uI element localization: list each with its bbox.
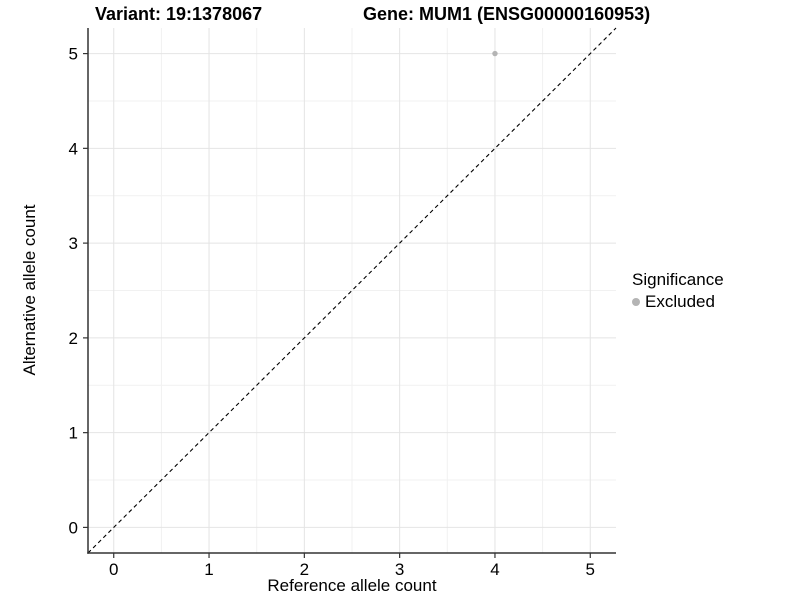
y-tick-label: 1 <box>69 424 78 443</box>
x-tick-label: 5 <box>586 560 595 579</box>
y-tick-label: 3 <box>69 234 78 253</box>
x-axis-title: Reference allele count <box>267 576 437 595</box>
legend-item-excluded: Excluded <box>632 292 724 312</box>
legend-item-label: Excluded <box>645 292 715 311</box>
y-tick-label: 0 <box>69 518 78 537</box>
legend-title: Significance <box>632 270 724 289</box>
y-tick-label: 5 <box>69 45 78 64</box>
x-tick-label: 3 <box>395 560 404 579</box>
identity-reference-line <box>87 27 617 554</box>
gene-title: Gene: MUM1 (ENSG00000160953) <box>363 4 651 24</box>
x-tick-label: 0 <box>109 560 118 579</box>
y-axis-title: Alternative allele count <box>20 204 39 376</box>
legend: Significance Excluded <box>632 269 724 312</box>
y-tick-label: 4 <box>69 139 78 158</box>
y-tick-label: 2 <box>69 329 78 348</box>
data-point <box>492 50 498 57</box>
legend-point-marker-icon <box>632 298 640 306</box>
variant-title: Variant: 19:1378067 <box>95 4 263 24</box>
x-tick-label: 1 <box>204 560 213 579</box>
x-tick-label: 2 <box>300 560 309 579</box>
x-tick-label: 4 <box>490 560 499 579</box>
